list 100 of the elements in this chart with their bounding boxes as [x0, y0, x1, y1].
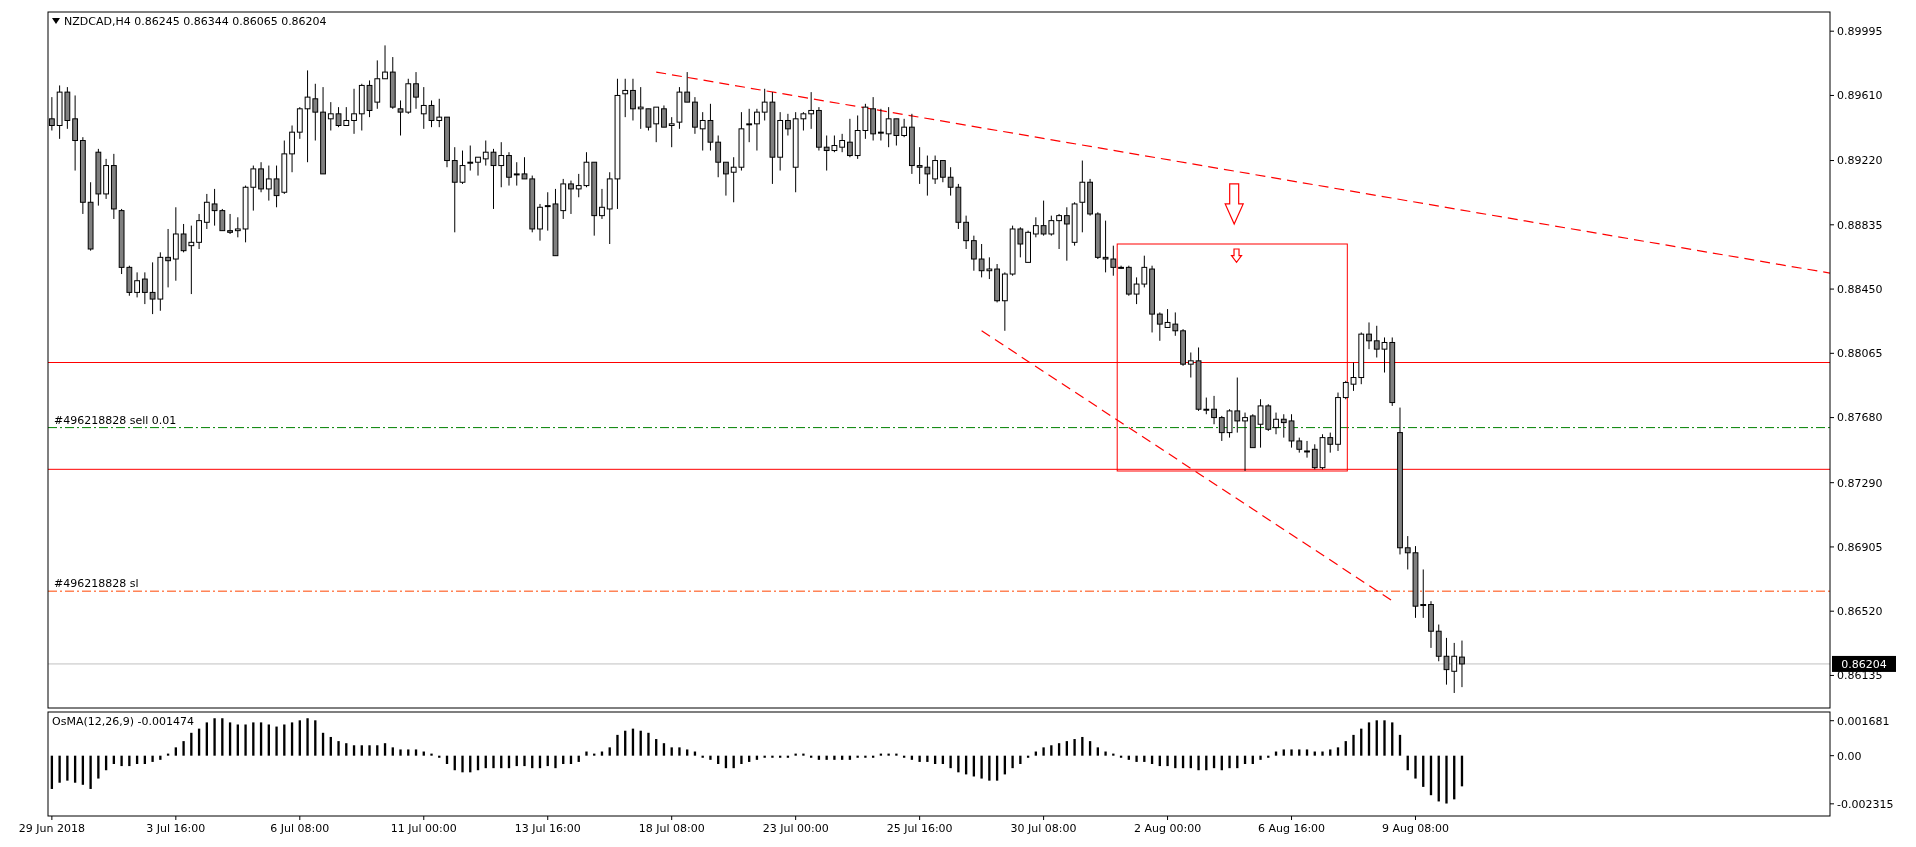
y-tick-label: 0.86905 [1837, 540, 1883, 554]
candlestick [537, 203, 543, 242]
candlestick [1079, 160, 1086, 233]
y-tick-label: 0.00 [1837, 749, 1862, 763]
bar [383, 743, 387, 756]
bar [120, 755, 123, 767]
candlestick [684, 71, 691, 103]
candlestick [413, 71, 419, 110]
bar [1019, 755, 1022, 764]
bar [988, 755, 991, 781]
bar [174, 747, 177, 756]
bar [1042, 747, 1045, 756]
candlestick [901, 118, 908, 138]
bar [182, 741, 185, 756]
candlestick [234, 216, 241, 238]
candlestick [1273, 412, 1279, 435]
bar [275, 726, 278, 756]
candlestick [847, 118, 853, 158]
candlestick [808, 91, 815, 130]
bar [352, 745, 356, 756]
bar [771, 755, 774, 758]
chart-title: OsMA(12,26,9) -0.001474 [52, 715, 194, 728]
candlestick [839, 133, 846, 153]
bar [376, 745, 379, 756]
y-tick-label: 0.87290 [1837, 476, 1883, 490]
bar [492, 755, 495, 769]
bar [430, 753, 433, 756]
bar [1414, 755, 1417, 779]
bar [1336, 747, 1340, 756]
bar [1228, 755, 1231, 769]
bar [1104, 751, 1107, 756]
bar [740, 755, 743, 764]
y-tick-label: 0.86135 [1837, 669, 1883, 683]
bar [360, 745, 363, 756]
bar [864, 755, 867, 758]
bar [709, 755, 712, 760]
candlestick [141, 271, 148, 305]
bar [1352, 734, 1355, 756]
bar [1011, 755, 1014, 769]
bar [89, 755, 92, 789]
bar [802, 753, 805, 756]
bar [647, 732, 650, 756]
candlestick [1187, 351, 1194, 379]
candlestick [963, 215, 970, 250]
bar [399, 749, 402, 756]
candlestick [970, 235, 977, 272]
candlestick [939, 160, 946, 183]
y-tick-label: 0.88065 [1837, 347, 1883, 361]
bar [1282, 749, 1285, 756]
candlestick [877, 108, 884, 142]
bar [949, 755, 952, 769]
candlestick [289, 125, 295, 173]
candlestick [351, 88, 357, 135]
candlestick [134, 271, 140, 298]
bar [918, 755, 921, 762]
bar [1166, 755, 1169, 767]
x-tick-label: 2 Aug 00:00 [1133, 822, 1202, 835]
candlestick [630, 78, 636, 121]
bar [151, 755, 154, 762]
candlestick [506, 151, 512, 187]
candlestick [296, 106, 303, 140]
x-tick-label: 11 Jul 00:00 [390, 822, 457, 835]
candlestick [265, 165, 272, 202]
x-tick-label: 23 Jul 00:00 [762, 822, 829, 835]
bar [833, 755, 836, 760]
candlestick [72, 94, 79, 172]
ref-line-label: #496218828 sell 0.01 [54, 413, 177, 427]
candlestick [227, 213, 233, 235]
bar [337, 741, 340, 756]
bar [1057, 743, 1061, 756]
candlestick [1366, 321, 1372, 350]
bar [1321, 751, 1324, 756]
bar [585, 751, 588, 756]
candlestick [746, 108, 753, 143]
x-tick-label: 6 Aug 16:00 [1257, 822, 1326, 835]
candlestick [475, 156, 481, 177]
candlestick [1156, 311, 1163, 342]
bar [1197, 755, 1200, 771]
candlestick [785, 113, 791, 137]
candlestick [568, 180, 574, 215]
candlestick [467, 145, 474, 172]
x-tick-label: 9 Aug 08:00 [1381, 822, 1450, 835]
bar [686, 749, 689, 756]
x-tick-label: 3 Jul 16:00 [146, 822, 206, 835]
candlestick [1032, 216, 1039, 238]
bar [306, 718, 309, 756]
ref-line-label: 0.86204 [1841, 657, 1887, 671]
y-tick-label: 0.87680 [1837, 411, 1883, 425]
bar [554, 755, 557, 769]
bar [887, 753, 890, 756]
bar [1135, 755, 1138, 762]
bar [1259, 755, 1262, 760]
candlestick [1459, 640, 1465, 688]
bar [391, 747, 394, 756]
bar [856, 755, 859, 758]
bar [1096, 747, 1099, 756]
ref-line-label: #496218828 sl [54, 577, 139, 591]
bar [980, 755, 983, 779]
bar [244, 724, 247, 756]
bar [1290, 749, 1293, 756]
